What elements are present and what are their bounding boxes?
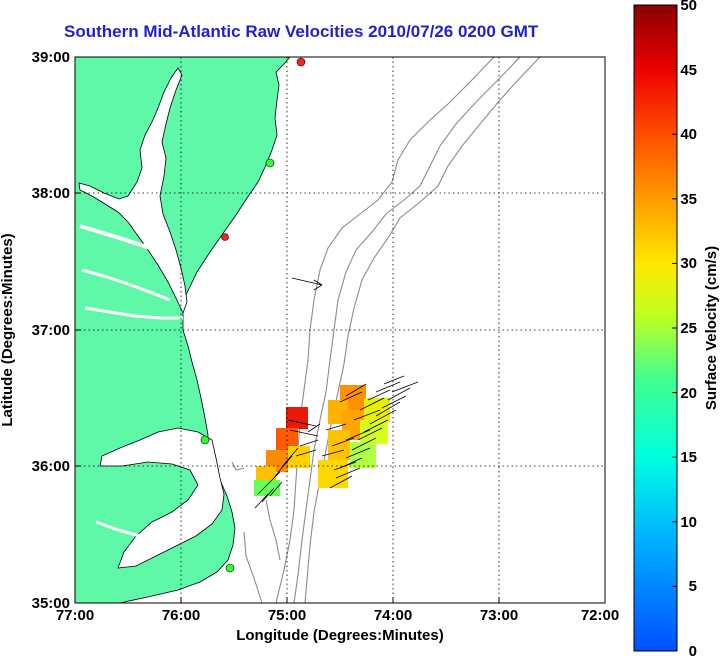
site-marker-red — [296, 57, 306, 67]
colorbar-label: Surface Velocity (cm/s) — [703, 246, 720, 410]
chart-title: Southern Mid-Atlantic Raw Velocities 201… — [64, 22, 539, 41]
grid — [75, 57, 605, 603]
colorbar-tick-label: 35 — [680, 191, 697, 208]
y-tick-label: 37:00 — [32, 322, 70, 339]
x-tick-label: 75:00 — [268, 607, 306, 624]
colorbar-tick-label: 40 — [680, 126, 697, 143]
colorbar-ticks — [672, 4, 677, 587]
river-neuse — [95, 520, 141, 538]
colorbar-tick-label: 0 — [689, 643, 697, 659]
colorbar-tick-label: 5 — [689, 578, 697, 595]
sounds — [99, 427, 225, 569]
colorbar-tick-label: 15 — [680, 449, 697, 466]
x-tick-label: 72:00 — [581, 607, 619, 624]
x-tick-label: 76:00 — [162, 607, 200, 624]
colorbar — [633, 4, 678, 652]
y-tick-label: 38:00 — [32, 185, 70, 202]
site-marker-green — [265, 158, 275, 168]
river-james — [84, 306, 183, 320]
y-tick-label: 39:00 — [32, 49, 70, 66]
x-tick-labels: 77:00 76:00 75:00 74:00 73:00 72:00 — [56, 607, 619, 624]
y-tick-label: 35:00 — [32, 595, 70, 612]
colorbar-tick-label: 25 — [680, 320, 697, 337]
colorbar-tick-labels: 50 45 40 35 30 25 20 15 10 5 0 — [680, 0, 697, 659]
colorbar-tick-label: 20 — [680, 385, 697, 402]
river-york — [81, 268, 171, 302]
y-axis-label: Latitude (Degrees:Minutes) — [0, 233, 16, 426]
x-tick-label: 77:00 — [56, 607, 94, 624]
colorbar-tick-label: 30 — [680, 255, 697, 272]
site-marker-red — [221, 233, 229, 241]
y-tick-label: 36:00 — [32, 458, 70, 475]
y-tick-labels: 39:00 38:00 37:00 36:00 35:00 — [32, 49, 70, 612]
site-marker-green — [225, 563, 235, 573]
chesapeake-bay — [78, 67, 188, 315]
colorbar-tick-label: 50 — [680, 0, 697, 14]
x-tick-label: 73:00 — [480, 607, 518, 624]
colorbar-tick-label: 45 — [680, 62, 697, 79]
x-tick-label: 74:00 — [374, 607, 412, 624]
radar-sites — [200, 57, 306, 573]
site-marker-green — [200, 435, 210, 445]
river-potomac — [79, 224, 151, 250]
velocity-arrows — [254, 277, 419, 509]
x-axis-label: Longitude (Degrees:Minutes) — [236, 627, 444, 644]
colorbar-tick-label: 10 — [680, 514, 697, 531]
land-mass — [75, 57, 291, 603]
axis-ticks — [75, 192, 500, 603]
